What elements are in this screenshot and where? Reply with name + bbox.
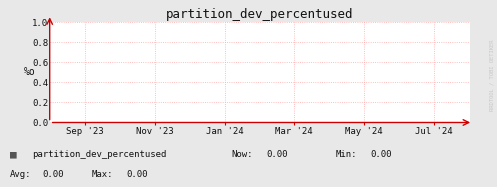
Text: RRDTOOL / TOBI OETIKER: RRDTOOL / TOBI OETIKER	[490, 39, 495, 111]
Text: 0.00: 0.00	[370, 150, 392, 159]
Title: partition_dev_percentused: partition_dev_percentused	[166, 8, 353, 21]
Text: 0.00: 0.00	[127, 170, 148, 179]
Text: ■: ■	[10, 149, 17, 159]
Text: Now:: Now:	[231, 150, 252, 159]
Text: 0.00: 0.00	[266, 150, 287, 159]
Y-axis label: %o: %o	[23, 68, 35, 77]
Text: Avg:: Avg:	[10, 170, 31, 179]
Text: partition_dev_percentused: partition_dev_percentused	[32, 150, 166, 159]
Text: Min:: Min:	[335, 150, 357, 159]
Text: Max:: Max:	[92, 170, 113, 179]
Text: 0.00: 0.00	[42, 170, 64, 179]
